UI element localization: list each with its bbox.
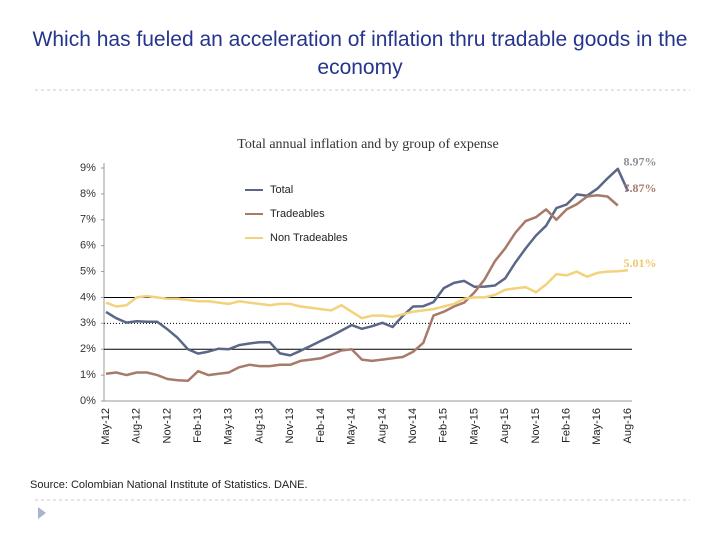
end-label: 5.01% (624, 256, 657, 270)
source: Source: Colombian National Institute of … (30, 479, 308, 491)
nav-arrow (38, 507, 46, 519)
legend-label: Non Tradeables (270, 232, 348, 244)
y-tick-label: 9% (80, 162, 96, 174)
series-line (105, 269, 629, 320)
x-tick-label: Nov-14 (407, 408, 419, 443)
y-tick-label: 7% (80, 214, 96, 226)
x-tick-label: May-16 (591, 408, 603, 445)
series-line (105, 167, 630, 357)
x-tick-label: Aug-14 (376, 408, 388, 443)
x-tick-label: Aug-12 (131, 408, 143, 443)
legend-label: Tradeables (270, 208, 325, 220)
y-tick-label: 5% (80, 265, 96, 277)
legend-label: Total (270, 184, 293, 196)
x-tick-label: Feb-13 (192, 408, 204, 443)
chart-title: Total annual inflation and by group of e… (237, 137, 498, 152)
y-tick-label: 4% (80, 291, 96, 303)
slide-title: Which has fueled an acceleration of infl… (32, 28, 688, 79)
y-tick-label: 8% (80, 188, 96, 200)
y-tick-label: 6% (80, 240, 96, 252)
x-tick-label: Feb-14 (315, 408, 327, 443)
end-label: 8.97% (624, 155, 657, 169)
x-tick-label: Aug-16 (622, 408, 634, 443)
x-tick-label: May-13 (223, 408, 235, 445)
y-tick-label: 0% (80, 395, 96, 407)
x-tick-label: Nov-13 (284, 408, 296, 443)
x-tick-label: Aug-15 (499, 408, 511, 443)
y-tick-label: 3% (80, 317, 96, 329)
x-tick-label: Feb-15 (438, 408, 450, 443)
x-tick-label: May-12 (100, 408, 112, 445)
x-tick-label: May-15 (468, 408, 480, 445)
x-tick-label: May-14 (346, 408, 358, 445)
x-tick-label: Nov-12 (161, 408, 173, 443)
x-tick-label: Feb-16 (560, 408, 572, 443)
y-tick-label: 1% (80, 369, 96, 381)
x-tick-label: Nov-15 (530, 408, 542, 443)
series-line (105, 193, 619, 383)
y-tick-label: 2% (80, 343, 96, 355)
end-label: 7.87% (624, 181, 657, 195)
x-tick-label: Aug-13 (253, 408, 265, 443)
